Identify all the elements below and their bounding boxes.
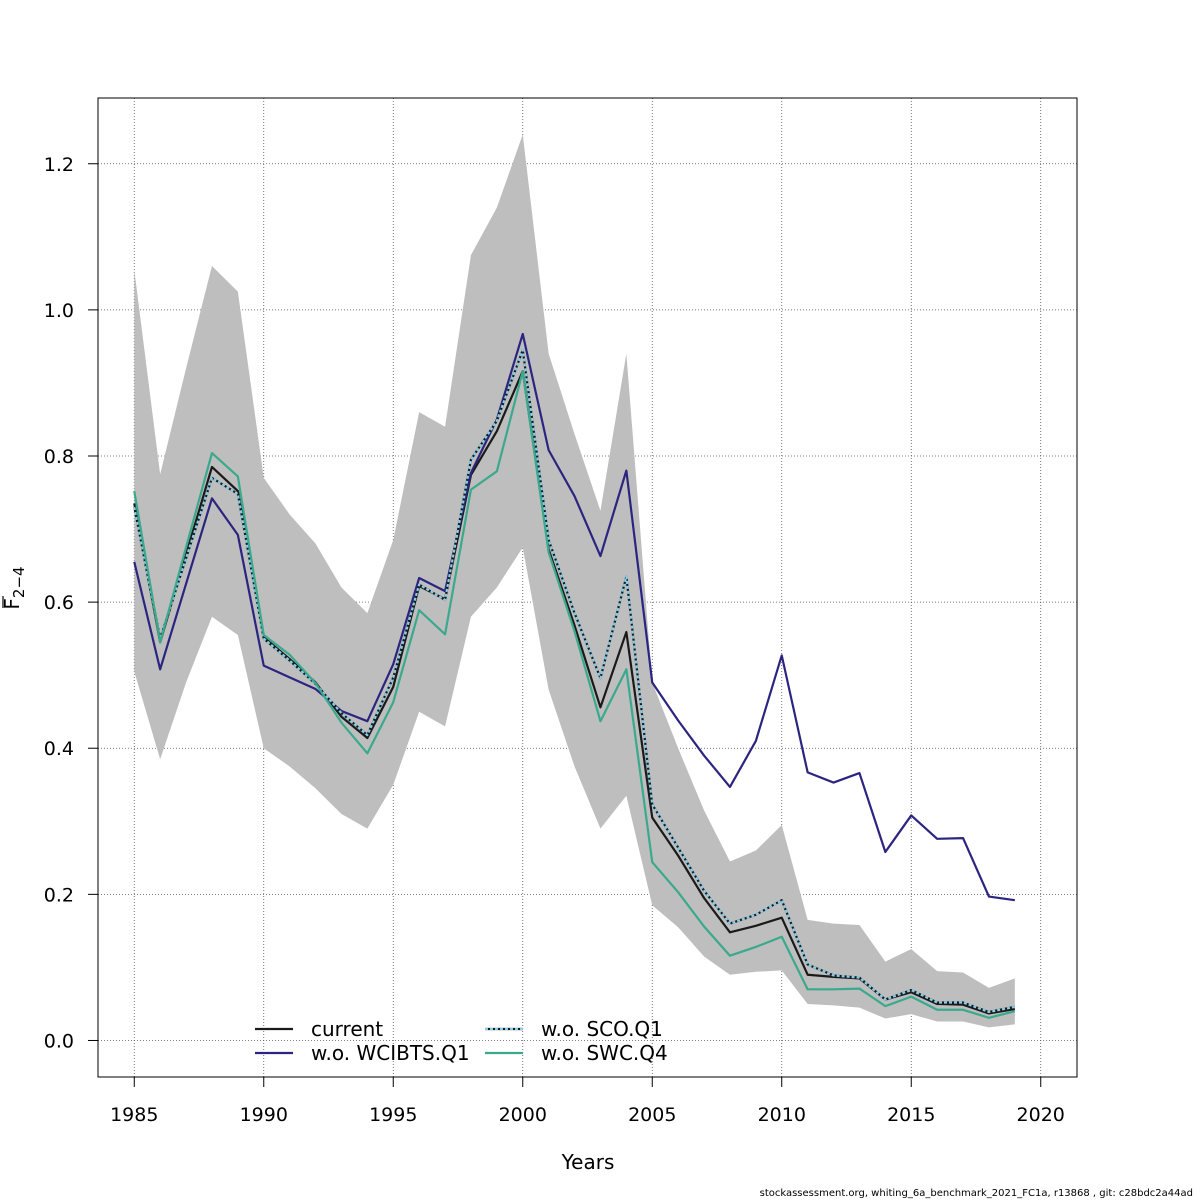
x-axis: 1985 1990 1995 2000 2005 2010 2015 2020 [110, 1076, 1065, 1126]
confidence-band [134, 134, 1015, 1028]
legend-label-w-o-wcibts-q1: w.o. WCIBTS.Q1 [311, 1041, 470, 1065]
y-axis-title-main: F [0, 598, 24, 610]
y-tick-label: 1.0 [44, 300, 74, 322]
y-tick-label: 0.2 [44, 884, 74, 906]
x-tick-label: 2005 [628, 1104, 676, 1126]
y-axis-title: F2−4 [0, 566, 28, 609]
legend-label-current: current [311, 1017, 383, 1041]
y-tick-label: 0.8 [44, 446, 74, 468]
x-axis-title: Years [561, 1150, 615, 1174]
x-tick-label: 1985 [110, 1104, 158, 1126]
y-tick-label: 0.0 [44, 1030, 74, 1052]
y-axis: 0.0 0.2 0.4 0.6 0.8 1.0 1.2 [44, 154, 99, 1052]
x-tick-label: 2020 [1017, 1104, 1065, 1126]
x-tick-label: 1995 [369, 1104, 417, 1126]
series-line-w-o-sco-q1 [133, 348, 1016, 1014]
y-axis-title-sub: 2−4 [10, 566, 28, 598]
x-tick-label: 1990 [240, 1104, 288, 1126]
footer-credit: stockassessment.org, whiting_6a_benchmar… [760, 1188, 1193, 1199]
confidence-band-area [134, 134, 1015, 1028]
svg-text:F2−4: F2−4 [0, 566, 28, 609]
x-tick-label: 2010 [758, 1104, 806, 1126]
series-line-w-o-swc-q4 [133, 370, 1016, 1019]
legend-label-w-o-swc-q4: w.o. SWC.Q4 [541, 1041, 668, 1065]
y-tick-label: 1.2 [44, 154, 74, 176]
x-tick-label: 2000 [499, 1104, 547, 1126]
legend-label-w-o-sco-q1: w.o. SCO.Q1 [541, 1017, 663, 1041]
y-tick-label: 0.4 [44, 738, 74, 760]
x-tick-label: 2015 [887, 1104, 935, 1126]
series-line-w-o-wcibts-q1 [133, 332, 1015, 902]
series-lines [133, 332, 1016, 1019]
y-tick-label: 0.6 [44, 592, 74, 614]
